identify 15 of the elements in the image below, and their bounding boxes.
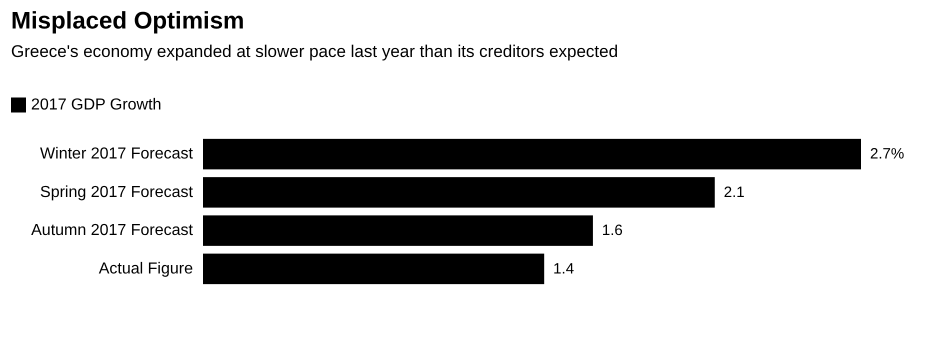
data-label: 1.4 [553,260,574,278]
data-label: 2.1 [724,184,745,201]
y-tick-label: Winter 2017 Forecast [40,146,194,163]
legend-label: 2017 GDP Growth [31,96,162,114]
bar [203,138,861,170]
y-tick-label: Actual Figure [98,260,194,278]
bar [203,215,593,246]
bar [203,254,544,284]
data-label: 2.7% [870,146,904,163]
bar [203,177,715,208]
chart-subtitle: Greece's economy expanded at slower pace last year than its creditors expected [11,42,618,61]
chart-title: Misplaced Optimism [11,8,244,34]
data-label: 1.6 [602,222,623,240]
y-tick-label: Spring 2017 Forecast [40,184,194,201]
y-tick-label: Autumn 2017 Forecast [31,222,194,240]
